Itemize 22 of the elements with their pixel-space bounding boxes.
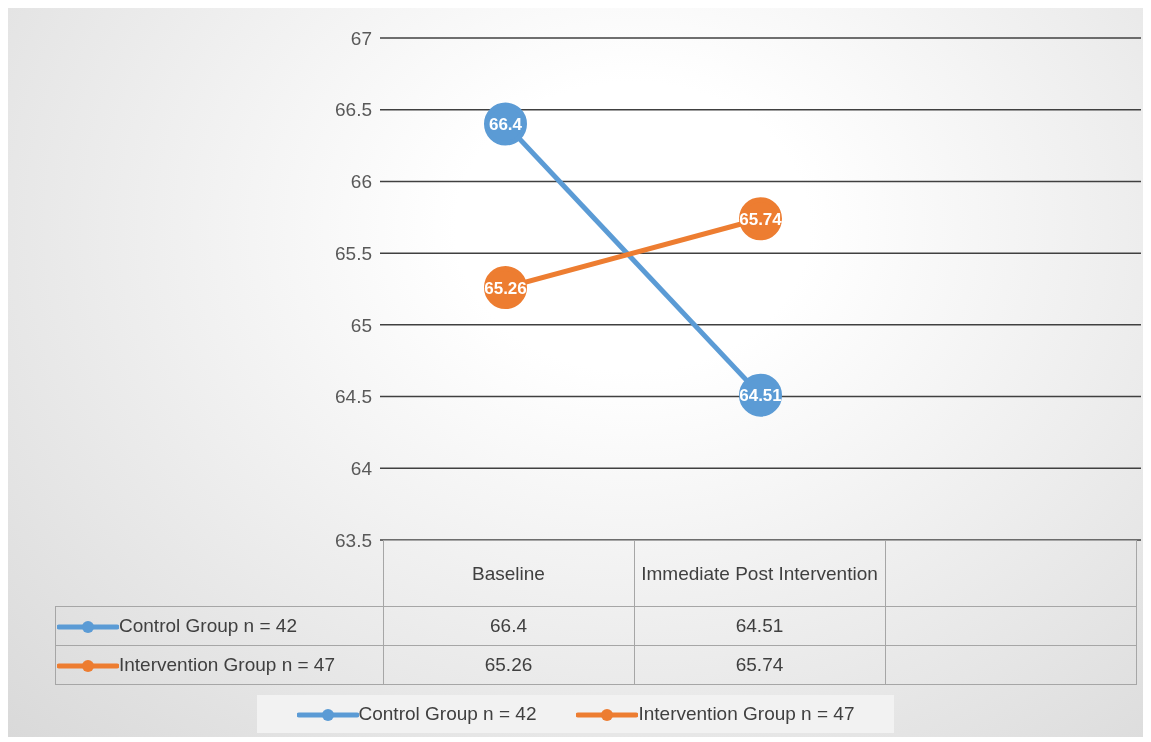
text: 65.26	[383, 645, 634, 685]
text: 66.4	[383, 606, 634, 646]
y-tick-label: 67	[350, 27, 372, 49]
y-tick-label: 66	[350, 171, 372, 193]
y-tick-label: 66.5	[335, 99, 372, 121]
legend-label: Control Group n = 42	[55, 606, 383, 646]
data-label: 65.26	[484, 278, 527, 298]
data-label: 66.4	[488, 115, 523, 135]
y-tick-label: 64.5	[335, 386, 372, 408]
text: Control Group n = 42	[358, 703, 537, 724]
x-tick-label: Immediate Post Intervention	[634, 540, 885, 607]
y-tick-label: 65	[350, 314, 372, 336]
text: 65.74	[634, 645, 885, 685]
data-label: 64.51	[739, 386, 782, 406]
data-label: 65.74	[739, 209, 783, 229]
x-tick-label: Baseline	[383, 540, 634, 607]
text: Intervention Group n = 47	[638, 703, 855, 724]
y-tick-label: 64	[350, 458, 373, 480]
text: 64.51	[634, 606, 885, 646]
legend-label: Intervention Group n = 47	[55, 645, 383, 685]
y-tick-label: 65.5	[335, 242, 372, 264]
y-tick-label: 63.5	[335, 529, 372, 551]
